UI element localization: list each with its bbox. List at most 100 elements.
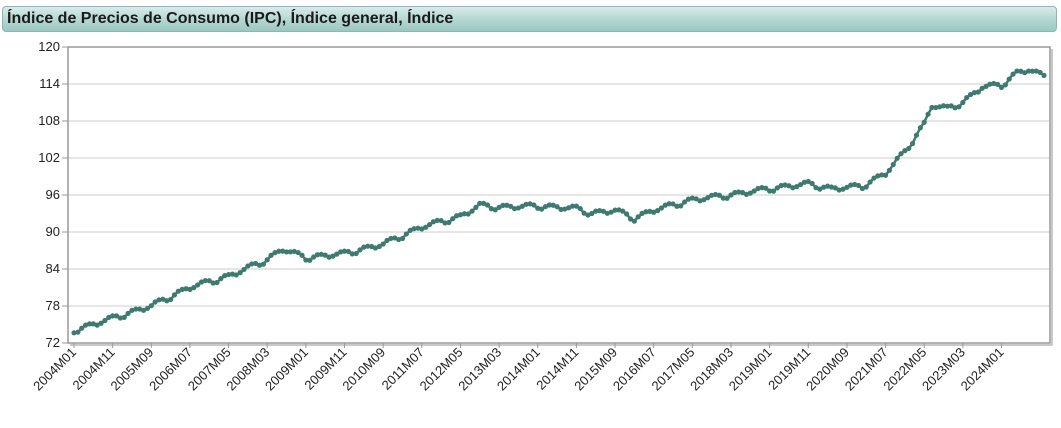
data-point[interactable] xyxy=(264,257,270,263)
data-point[interactable] xyxy=(318,251,324,257)
data-point[interactable] xyxy=(739,189,746,196)
data-point[interactable] xyxy=(450,216,456,222)
data-point[interactable] xyxy=(778,182,784,189)
data-point[interactable] xyxy=(767,188,773,194)
data-point[interactable] xyxy=(314,252,321,258)
data-point[interactable] xyxy=(979,85,985,91)
data-point[interactable] xyxy=(848,182,854,188)
data-point[interactable] xyxy=(948,103,954,109)
data-point[interactable] xyxy=(531,202,537,208)
data-point[interactable] xyxy=(670,201,676,207)
data-point[interactable] xyxy=(322,252,328,258)
data-point[interactable] xyxy=(736,189,742,195)
data-point[interactable] xyxy=(1029,68,1036,74)
data-point[interactable] xyxy=(156,297,162,303)
data-point[interactable] xyxy=(148,303,154,309)
data-point[interactable] xyxy=(917,125,923,131)
data-point[interactable] xyxy=(388,235,394,242)
data-point[interactable] xyxy=(357,247,363,253)
data-point[interactable] xyxy=(473,204,479,210)
data-point[interactable] xyxy=(434,217,440,224)
data-point[interactable] xyxy=(345,248,351,255)
data-point[interactable] xyxy=(125,310,131,316)
data-point[interactable] xyxy=(898,151,904,157)
data-point[interactable] xyxy=(987,81,993,87)
data-point[interactable] xyxy=(786,183,792,189)
data-point[interactable] xyxy=(913,132,920,138)
data-point[interactable] xyxy=(539,206,545,212)
data-point[interactable] xyxy=(411,226,417,232)
data-point[interactable] xyxy=(508,203,514,209)
data-point[interactable] xyxy=(554,204,560,210)
data-point[interactable] xyxy=(635,214,641,220)
data-point[interactable] xyxy=(627,216,634,222)
data-point[interactable] xyxy=(94,322,100,328)
data-point[interactable] xyxy=(496,204,502,210)
data-point[interactable] xyxy=(349,251,355,257)
data-point[interactable] xyxy=(546,202,552,208)
data-point[interactable] xyxy=(1002,82,1008,88)
data-point[interactable] xyxy=(500,202,506,208)
data-point[interactable] xyxy=(241,266,247,273)
data-point[interactable] xyxy=(353,250,359,257)
data-point[interactable] xyxy=(71,330,77,336)
data-point[interactable] xyxy=(921,119,927,125)
data-point[interactable] xyxy=(678,203,684,209)
data-point[interactable] xyxy=(299,252,305,258)
data-point[interactable] xyxy=(133,306,139,312)
data-point[interactable] xyxy=(971,90,978,96)
data-point[interactable] xyxy=(763,185,769,191)
data-point[interactable] xyxy=(817,186,823,192)
data-point[interactable] xyxy=(86,321,93,327)
data-point[interactable] xyxy=(581,210,587,216)
data-point[interactable] xyxy=(461,211,467,217)
data-point[interactable] xyxy=(960,99,966,106)
data-point[interactable] xyxy=(492,207,498,213)
data-point[interactable] xyxy=(1010,71,1016,77)
data-point[interactable] xyxy=(910,140,916,147)
data-point[interactable] xyxy=(964,94,970,101)
data-point[interactable] xyxy=(612,207,618,213)
data-point[interactable] xyxy=(902,148,908,154)
data-point[interactable] xyxy=(577,205,583,212)
data-point[interactable] xyxy=(689,195,695,201)
data-point[interactable] xyxy=(712,191,719,198)
data-point[interactable] xyxy=(311,254,317,260)
data-point[interactable] xyxy=(121,314,127,321)
data-point[interactable] xyxy=(643,209,649,215)
data-point[interactable] xyxy=(79,325,85,331)
data-point[interactable] xyxy=(855,182,862,189)
data-point[interactable] xyxy=(519,203,525,209)
data-point[interactable] xyxy=(956,104,962,110)
data-point[interactable] xyxy=(218,276,224,282)
data-point[interactable] xyxy=(573,203,579,209)
data-point[interactable] xyxy=(867,179,873,185)
data-point[interactable] xyxy=(906,145,912,152)
data-point[interactable] xyxy=(983,83,989,90)
data-point[interactable] xyxy=(330,253,336,259)
data-point[interactable] xyxy=(295,249,301,256)
data-point[interactable] xyxy=(144,305,151,312)
data-point[interactable] xyxy=(477,200,483,206)
data-point[interactable] xyxy=(307,257,313,263)
data-point[interactable] xyxy=(1014,68,1020,74)
data-point[interactable] xyxy=(681,199,688,205)
data-point[interactable] xyxy=(732,189,738,196)
data-point[interactable] xyxy=(940,103,947,109)
data-point[interactable] xyxy=(890,161,896,168)
data-point[interactable] xyxy=(511,206,518,212)
data-point[interactable] xyxy=(991,80,997,87)
data-point[interactable] xyxy=(75,329,81,335)
data-point[interactable] xyxy=(797,181,804,188)
data-point[interactable] xyxy=(399,235,406,242)
data-point[interactable] xyxy=(214,279,220,286)
data-point[interactable] xyxy=(666,201,672,207)
data-point[interactable] xyxy=(620,208,626,214)
data-point[interactable] xyxy=(334,251,340,257)
data-point[interactable] xyxy=(647,208,653,215)
data-point[interactable] xyxy=(287,249,294,255)
data-point[interactable] xyxy=(446,219,452,226)
data-point[interactable] xyxy=(569,203,576,209)
data-point[interactable] xyxy=(168,296,174,303)
data-point[interactable] xyxy=(631,218,637,224)
